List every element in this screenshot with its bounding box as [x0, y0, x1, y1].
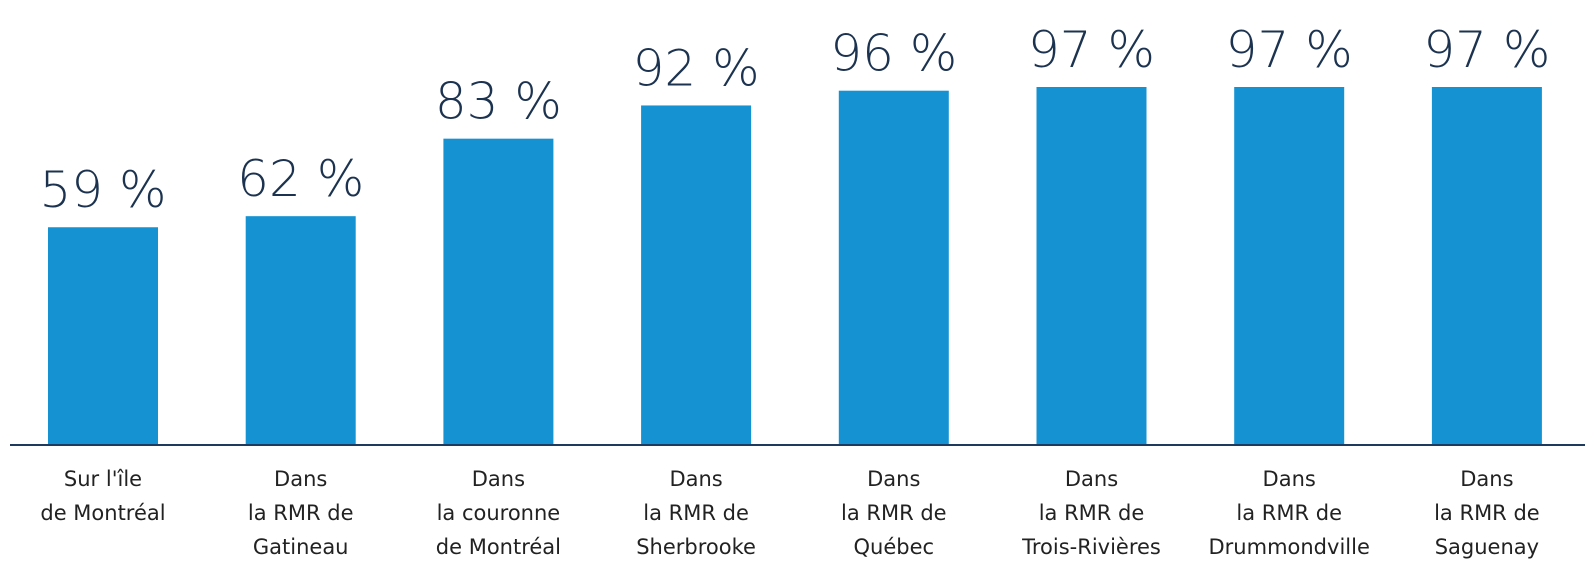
category-label: Dans — [669, 467, 722, 491]
category-label: Dans — [1065, 467, 1118, 491]
bar — [1431, 87, 1542, 445]
category-label: la RMR de — [643, 501, 749, 525]
category-label: Québec — [854, 535, 935, 559]
bar — [443, 138, 554, 445]
category-label: Dans — [867, 467, 920, 491]
category-label: la RMR de — [1236, 501, 1342, 525]
category-label: Dans — [1460, 467, 1513, 491]
bar — [48, 227, 158, 445]
category-label: la RMR de — [1434, 501, 1540, 525]
value-label: 96 % — [830, 25, 957, 83]
category-label: Saguenay — [1435, 535, 1539, 559]
value-label: 97 % — [1028, 21, 1155, 79]
category-label: Dans — [274, 467, 327, 491]
bar — [641, 105, 752, 445]
category-label: Sherbrooke — [636, 535, 756, 559]
value-label: 97 % — [1423, 21, 1550, 79]
value-label: 62 % — [237, 150, 364, 208]
category-label: de Montréal — [40, 501, 165, 525]
category-label: Gatineau — [253, 535, 349, 559]
value-label: 97 % — [1226, 21, 1353, 79]
category-label: Dans — [472, 467, 525, 491]
bar — [1234, 87, 1345, 445]
category-label: la RMR de — [841, 501, 947, 525]
category-label: la RMR de — [248, 501, 354, 525]
category-label: la RMR de — [1039, 501, 1145, 525]
bar — [838, 90, 949, 445]
bar — [1036, 87, 1147, 445]
value-label: 83 % — [435, 73, 562, 131]
category-label: de Montréal — [436, 535, 561, 559]
category-label: Trois-Rivières — [1021, 535, 1161, 559]
category-label: Sur l'île — [64, 467, 142, 491]
value-label: 92 % — [633, 39, 760, 97]
category-label: Dans — [1263, 467, 1316, 491]
category-label: la couronne — [437, 501, 561, 525]
bar — [245, 216, 356, 445]
value-label: 59 % — [39, 161, 166, 219]
category-label: Drummondville — [1209, 535, 1370, 559]
